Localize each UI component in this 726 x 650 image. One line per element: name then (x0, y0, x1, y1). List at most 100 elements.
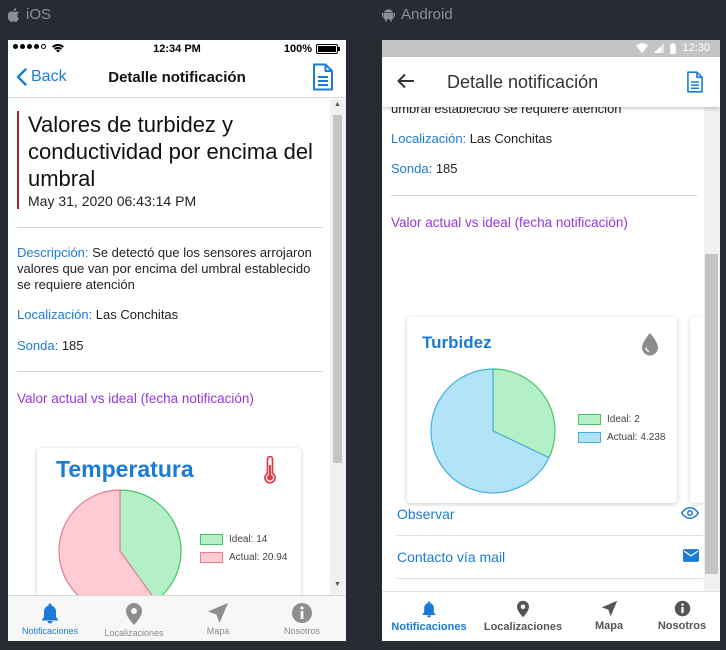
probe-label: Sonda: (17, 338, 59, 353)
android-phone-screen: 12:30 Detalle notificación umbral establ… (382, 40, 720, 641)
tab-label: Mapa (206, 626, 230, 636)
ios-phone-screen: 12:34 PM 100% Back Detalle notificación … (8, 40, 346, 641)
section-title: Valor actual vs ideal (fecha notificació… (17, 391, 254, 406)
location-row: Localización: Las Conchitas (17, 307, 316, 323)
tab-notifications[interactable]: Notificaciones (387, 592, 471, 641)
tab-notifications[interactable]: Notificaciones (8, 596, 92, 641)
description-label: Descripción: (17, 245, 89, 260)
tab-label: Localizaciones (483, 621, 563, 633)
android-platform-text: Android (401, 6, 453, 23)
tab-label: Nosotros (657, 620, 707, 632)
legend-label-actual: Actual: 20.94 (229, 552, 288, 563)
android-app-bar: Detalle notificación (382, 57, 720, 107)
signal-strength-icon (654, 43, 665, 53)
divider (391, 195, 697, 196)
scroll-down-arrow-icon[interactable]: ▼ (334, 581, 341, 588)
signal-strength-icon (13, 44, 46, 49)
ios-platform-label: iOS (8, 6, 51, 23)
scroll-up-arrow-icon[interactable]: ▲ (334, 101, 341, 108)
navigation-arrow-icon (601, 600, 617, 617)
tab-label: Notificaciones (21, 626, 79, 636)
chart-legend: Ideal: 14 Actual: 20.94 (200, 534, 287, 570)
document-icon[interactable] (686, 71, 704, 93)
scrollbar-thumb[interactable] (705, 254, 718, 574)
chart-title: Turbidez (422, 333, 492, 352)
android-status-time: 12:30 (682, 42, 710, 54)
tab-about[interactable]: Nosotros (640, 592, 720, 641)
info-icon (292, 603, 312, 623)
page-title: Detalle notificación (108, 69, 246, 86)
turbidity-chart-card[interactable]: Turbidez Ideal: 2 Actual: 4.238 (407, 317, 677, 503)
scrollbar-thumb[interactable] (333, 115, 342, 463)
chart-legend: Ideal: 2 Actual: 4.238 (578, 414, 665, 450)
battery-icon (316, 44, 340, 54)
location-pin-icon (517, 600, 529, 618)
info-icon (674, 600, 690, 617)
back-button[interactable]: Back (16, 68, 67, 86)
location-label: Localización: (391, 131, 467, 146)
document-icon[interactable] (312, 63, 334, 91)
android-status-bar: 12:30 (382, 40, 720, 57)
back-button-label: Back (31, 68, 67, 85)
location-value: Las Conchitas (469, 131, 553, 146)
ios-status-time: 12:34 PM (153, 43, 201, 55)
legend-swatch-actual (200, 552, 223, 563)
legend-label-ideal: Ideal: 2 (607, 414, 640, 425)
notification-date: May 31, 2020 06:43:14 PM (28, 193, 197, 209)
divider (17, 227, 323, 228)
wifi-icon (636, 43, 649, 53)
android-icon (382, 8, 395, 21)
chart-title: Temperatura (56, 456, 194, 482)
wifi-icon (52, 44, 64, 53)
tab-about[interactable]: Nosotros (260, 596, 344, 641)
tab-map[interactable]: Mapa (176, 596, 260, 641)
description-row: Descripción: Se detectó que los sensores… (17, 245, 316, 293)
ios-navigation-bar: Back Detalle notificación (8, 58, 346, 98)
ios-detail-content: Valores de turbidez y conductividad por … (8, 99, 330, 595)
battery-icon (670, 42, 677, 54)
section-title: Valor actual vs ideal (fecha notificació… (391, 215, 628, 230)
notification-title: Valores de turbidez y conductividad por … (28, 112, 313, 191)
bell-icon (42, 603, 58, 624)
probe-row: Sonda: 185 (391, 161, 704, 177)
page-title: Detalle notificación (447, 72, 599, 92)
tab-label: Mapa (594, 620, 624, 632)
legend-label-actual: Actual: 4.238 (607, 432, 666, 443)
eye-icon (681, 506, 699, 520)
ios-platform-text: iOS (26, 6, 52, 23)
arrow-left-icon[interactable] (397, 73, 415, 89)
tab-locations[interactable]: Localizaciones (92, 596, 176, 641)
observe-action[interactable]: Observar (397, 493, 703, 536)
action-label: Contacto vía mail (397, 549, 506, 565)
android-tab-bar: Notificaciones Localizaciones Mapa Nosot… (382, 591, 720, 641)
tab-label: Notificaciones (391, 621, 467, 633)
turbidity-pie-chart (430, 368, 556, 494)
navigation-arrow-icon (208, 603, 228, 623)
mail-icon (683, 549, 699, 562)
tab-map[interactable]: Mapa (567, 592, 651, 641)
contact-mail-action[interactable]: Contacto vía mail (397, 536, 703, 579)
legend-swatch-ideal (200, 534, 223, 545)
legend-swatch-actual (578, 432, 601, 443)
description-value-partial: umbral establecido se requiere atención (391, 107, 622, 116)
android-detail-content: umbral establecido se requiere atención … (382, 107, 704, 592)
legend-swatch-ideal (578, 414, 601, 425)
description-value: Se detectó que los sensores arrojaron va… (17, 245, 312, 292)
probe-value: 185 (61, 338, 84, 353)
next-chart-card-edge[interactable] (690, 317, 704, 503)
legend-item-actual: Actual: 20.94 (200, 552, 287, 563)
bell-icon (422, 601, 436, 618)
divider (17, 371, 323, 372)
legend-item-ideal: Ideal: 14 (200, 534, 287, 545)
pie-slice-ideal (119, 489, 182, 602)
probe-row: Sonda: 185 (17, 338, 316, 354)
water-drop-icon (642, 333, 658, 356)
legend-item-ideal: Ideal: 2 (578, 414, 665, 425)
location-row: Localización: Las Conchitas (391, 131, 704, 147)
legend-label-ideal: Ideal: 14 (229, 534, 268, 545)
probe-label: Sonda: (391, 161, 433, 176)
tab-label: Nosotros (283, 626, 320, 636)
tab-label: Localizaciones (104, 628, 164, 638)
tab-locations[interactable]: Localizaciones (481, 592, 565, 641)
location-label: Localización: (17, 307, 93, 322)
